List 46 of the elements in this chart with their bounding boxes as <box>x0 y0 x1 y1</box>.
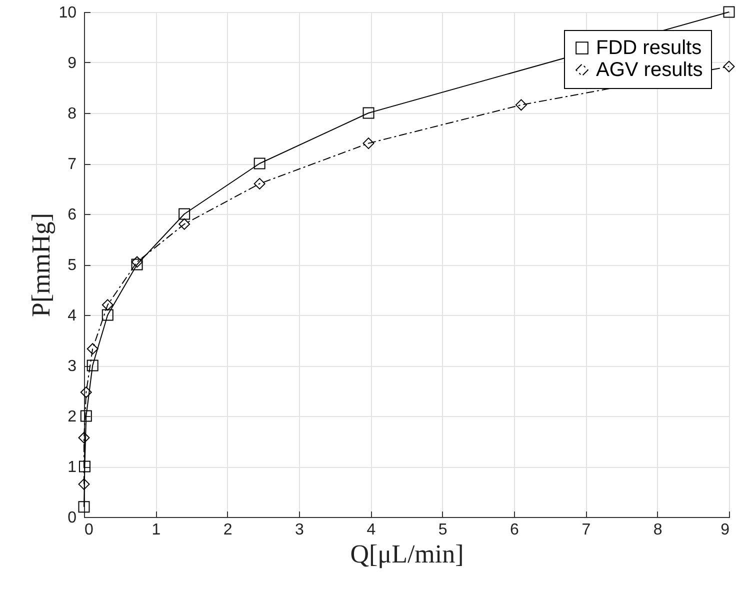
point <box>78 478 90 490</box>
point <box>178 208 190 220</box>
x-tick-label: 3 <box>295 522 304 538</box>
point <box>254 178 266 190</box>
x-tick-label: 7 <box>582 522 591 538</box>
x-tick-label: 9 <box>720 522 730 538</box>
point <box>80 386 92 398</box>
x-axis-title: Q[μL/min] <box>350 540 464 568</box>
y-tick-label: 2 <box>68 408 77 426</box>
y-axis-title: P[mmHg] <box>26 213 56 317</box>
point <box>131 258 143 270</box>
point <box>80 410 92 422</box>
point <box>78 432 90 444</box>
y-tick-label: 5 <box>68 257 77 274</box>
y-tick-label: 7 <box>68 156 77 173</box>
x-tick-label: 5 <box>438 522 448 538</box>
point <box>86 360 98 372</box>
x-tick-label: 4 <box>366 522 376 538</box>
point <box>515 99 527 111</box>
point <box>723 6 735 18</box>
x-tick-label: 6 <box>510 522 520 538</box>
point <box>178 218 190 230</box>
x-tick-label: 8 <box>653 522 662 538</box>
y-tick-label: 0 <box>68 510 77 526</box>
x-tick-label: 2 <box>223 522 232 538</box>
point <box>78 460 90 472</box>
y-tick-label: 3 <box>68 358 77 375</box>
point <box>362 107 374 119</box>
point <box>723 60 735 72</box>
y-tick-label: 1 <box>68 459 77 476</box>
legend-label: AGV results <box>596 59 703 81</box>
y-tick-label: 10 <box>58 4 77 22</box>
point <box>78 501 90 513</box>
y-tick-label: 8 <box>68 106 77 122</box>
point <box>362 138 374 150</box>
point <box>254 158 266 170</box>
x-tick-label: 1 <box>152 522 161 538</box>
legend-label: FDD results <box>596 37 702 59</box>
y-tick-label: 4 <box>68 308 77 324</box>
point <box>102 299 114 311</box>
point <box>102 309 114 321</box>
y-tick-label: 9 <box>68 55 77 72</box>
point <box>131 256 143 268</box>
point <box>86 343 98 355</box>
x-tick-label: 0 <box>84 522 94 538</box>
y-tick-label: 6 <box>68 206 77 224</box>
